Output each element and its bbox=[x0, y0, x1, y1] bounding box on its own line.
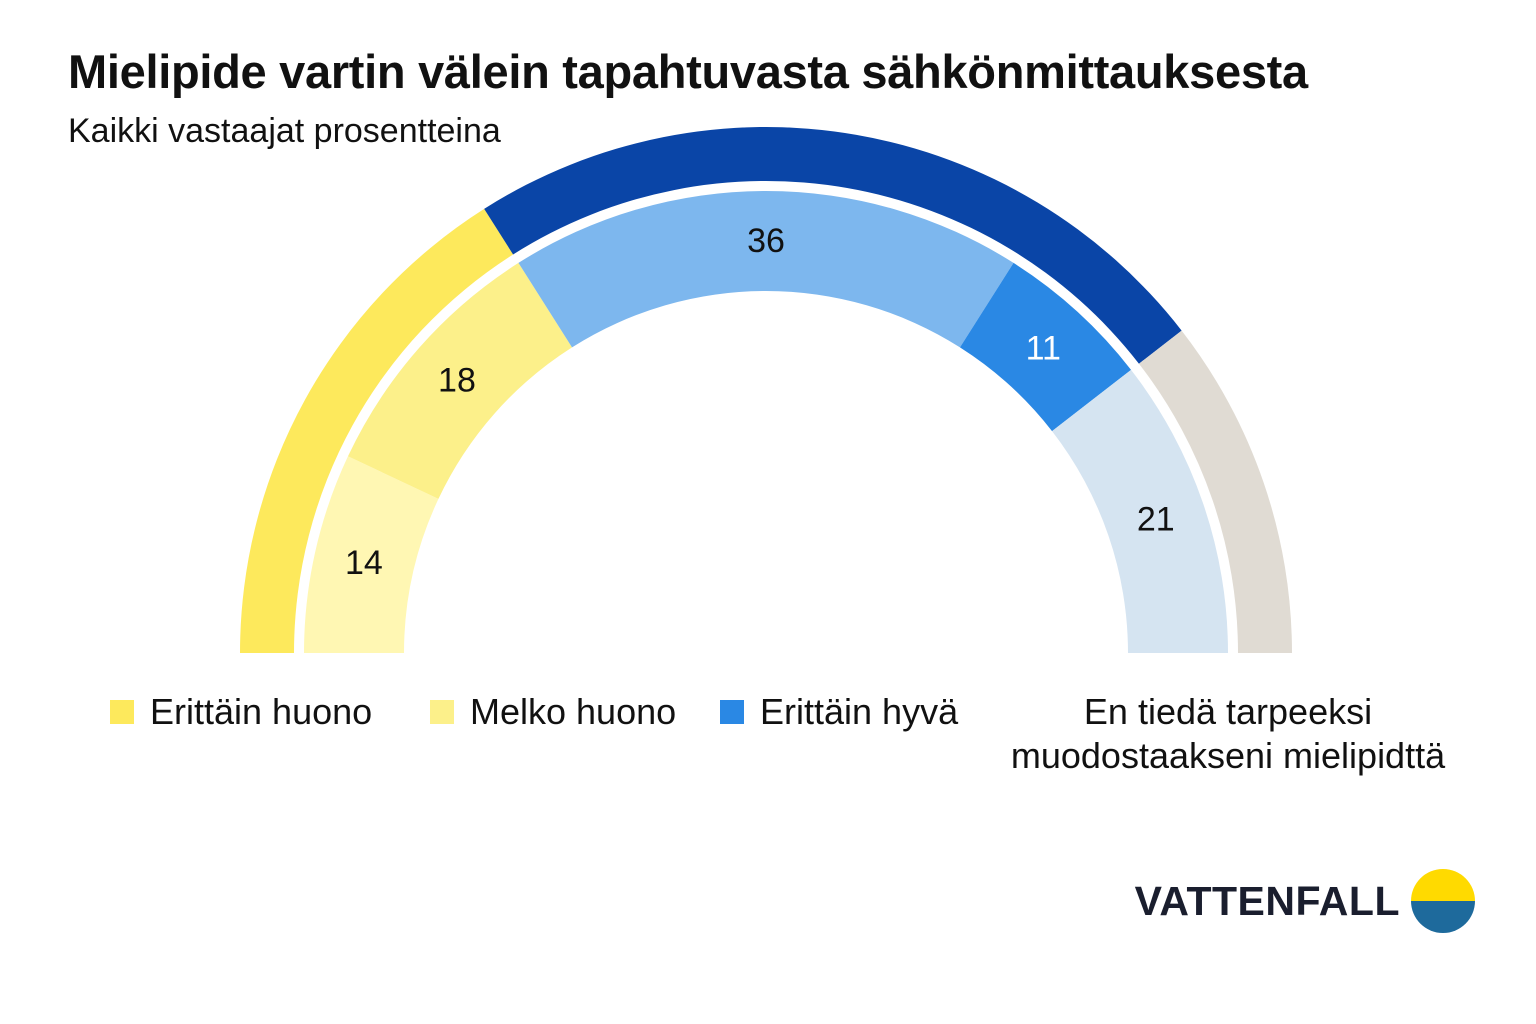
vattenfall-brand: VATTENFALL bbox=[1135, 868, 1476, 934]
outer-ring bbox=[240, 127, 1292, 653]
data-label-melko-huono: 18 bbox=[438, 362, 476, 400]
legend-item-erittain-hyva: Erittäin hyvä bbox=[720, 690, 958, 734]
chart-title: Mielipide vartin välein tapahtuvasta säh… bbox=[68, 45, 1308, 98]
legend-label: Erittäin hyvä bbox=[760, 691, 959, 732]
legend-swatch bbox=[110, 700, 134, 724]
data-label-eritt-in-hyv: 11 bbox=[1026, 329, 1061, 367]
inner-ring bbox=[304, 190, 1228, 653]
legend-label: En tiedä tarpeeksi muodostaakseni mielip… bbox=[1010, 691, 1446, 776]
arc-positive bbox=[484, 127, 1182, 364]
slice-labels: 14 18 36 11 21 bbox=[345, 222, 1175, 582]
legend-item-erittain-huono: Erittäin huono bbox=[110, 690, 372, 734]
data-label-en-tied-tarpeeksi-muodostaakseni-mielipidtt: 21 bbox=[1137, 501, 1175, 539]
arc-melko-huono bbox=[347, 262, 573, 499]
legend-label: Melko huono bbox=[470, 691, 677, 732]
legend-item-en-tieda: En tiedä tarpeeksi muodostaakseni mielip… bbox=[968, 690, 1488, 778]
legend-item-melko-huono: Melko huono bbox=[430, 690, 676, 734]
legend-label: Erittäin huono bbox=[150, 691, 373, 732]
arc-en-tied-tarpeeksi-muodostaakseni-mielipidtt bbox=[1052, 369, 1228, 653]
arc-unknown bbox=[1138, 330, 1292, 653]
chart-subtitle: Kaikki vastaajat prosentteina bbox=[68, 112, 501, 150]
legend-swatch bbox=[720, 700, 744, 724]
vattenfall-logo-icon bbox=[1411, 869, 1475, 933]
brand-name: VATTENFALL bbox=[1134, 877, 1400, 924]
legend-swatch bbox=[430, 700, 454, 724]
data-label-eritt-in-huono: 14 bbox=[345, 544, 383, 582]
arc-eritt-in-hyv bbox=[959, 262, 1132, 432]
arc-eritt-in-huono bbox=[304, 456, 439, 653]
data-label-melko-hyv: 36 bbox=[747, 222, 785, 260]
arc-negative bbox=[240, 208, 514, 653]
arc-melko-hyv bbox=[518, 190, 1014, 348]
